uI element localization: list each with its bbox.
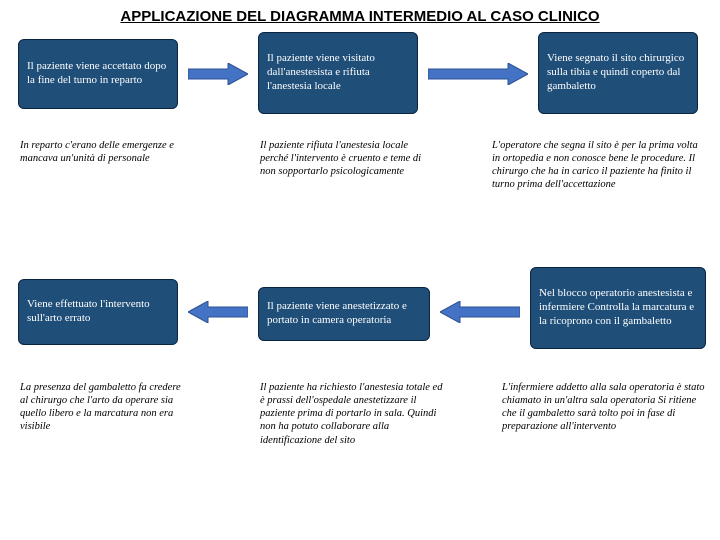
- note-r4c3: L'infermiere addetto alla sala operatori…: [500, 379, 710, 436]
- arrow-left-2: [440, 301, 520, 323]
- page-title: APPLICAZIONE DEL DIAGRAMMA INTERMEDIO AL…: [0, 0, 720, 29]
- diagram-grid: Il paziente viene accettato dopo la fine…: [0, 29, 720, 539]
- note-r4c1: La presenza del gambaletto fa credere al…: [18, 379, 188, 436]
- arrow-left-1: [188, 301, 248, 323]
- box-r3c1: Viene effettuato l'intervento sull'arto …: [18, 279, 178, 345]
- note-r4c2: Il paziente ha richiesto l'anestesia tot…: [258, 379, 448, 449]
- arrow-right-1: [188, 63, 248, 85]
- box-r1c3: Viene segnato il sito chirurgico sulla t…: [538, 32, 698, 114]
- box-r3c3: Nel blocco operatorio anestesista e infe…: [530, 267, 706, 349]
- box-r3c2: Il paziente viene anestetizzato e portat…: [258, 287, 430, 341]
- note-r2c1: In reparto c'erano delle emergenze e man…: [18, 137, 178, 167]
- arrow-right-2: [428, 63, 528, 85]
- box-r1c1: Il paziente viene accettato dopo la fine…: [18, 39, 178, 109]
- note-r2c3: L'operatore che segna il sito è per la p…: [490, 137, 710, 194]
- box-r1c2: Il paziente viene visitato dall'anestesi…: [258, 32, 418, 114]
- note-r2c2: Il paziente rifiuta l'anestesia locale p…: [258, 137, 438, 180]
